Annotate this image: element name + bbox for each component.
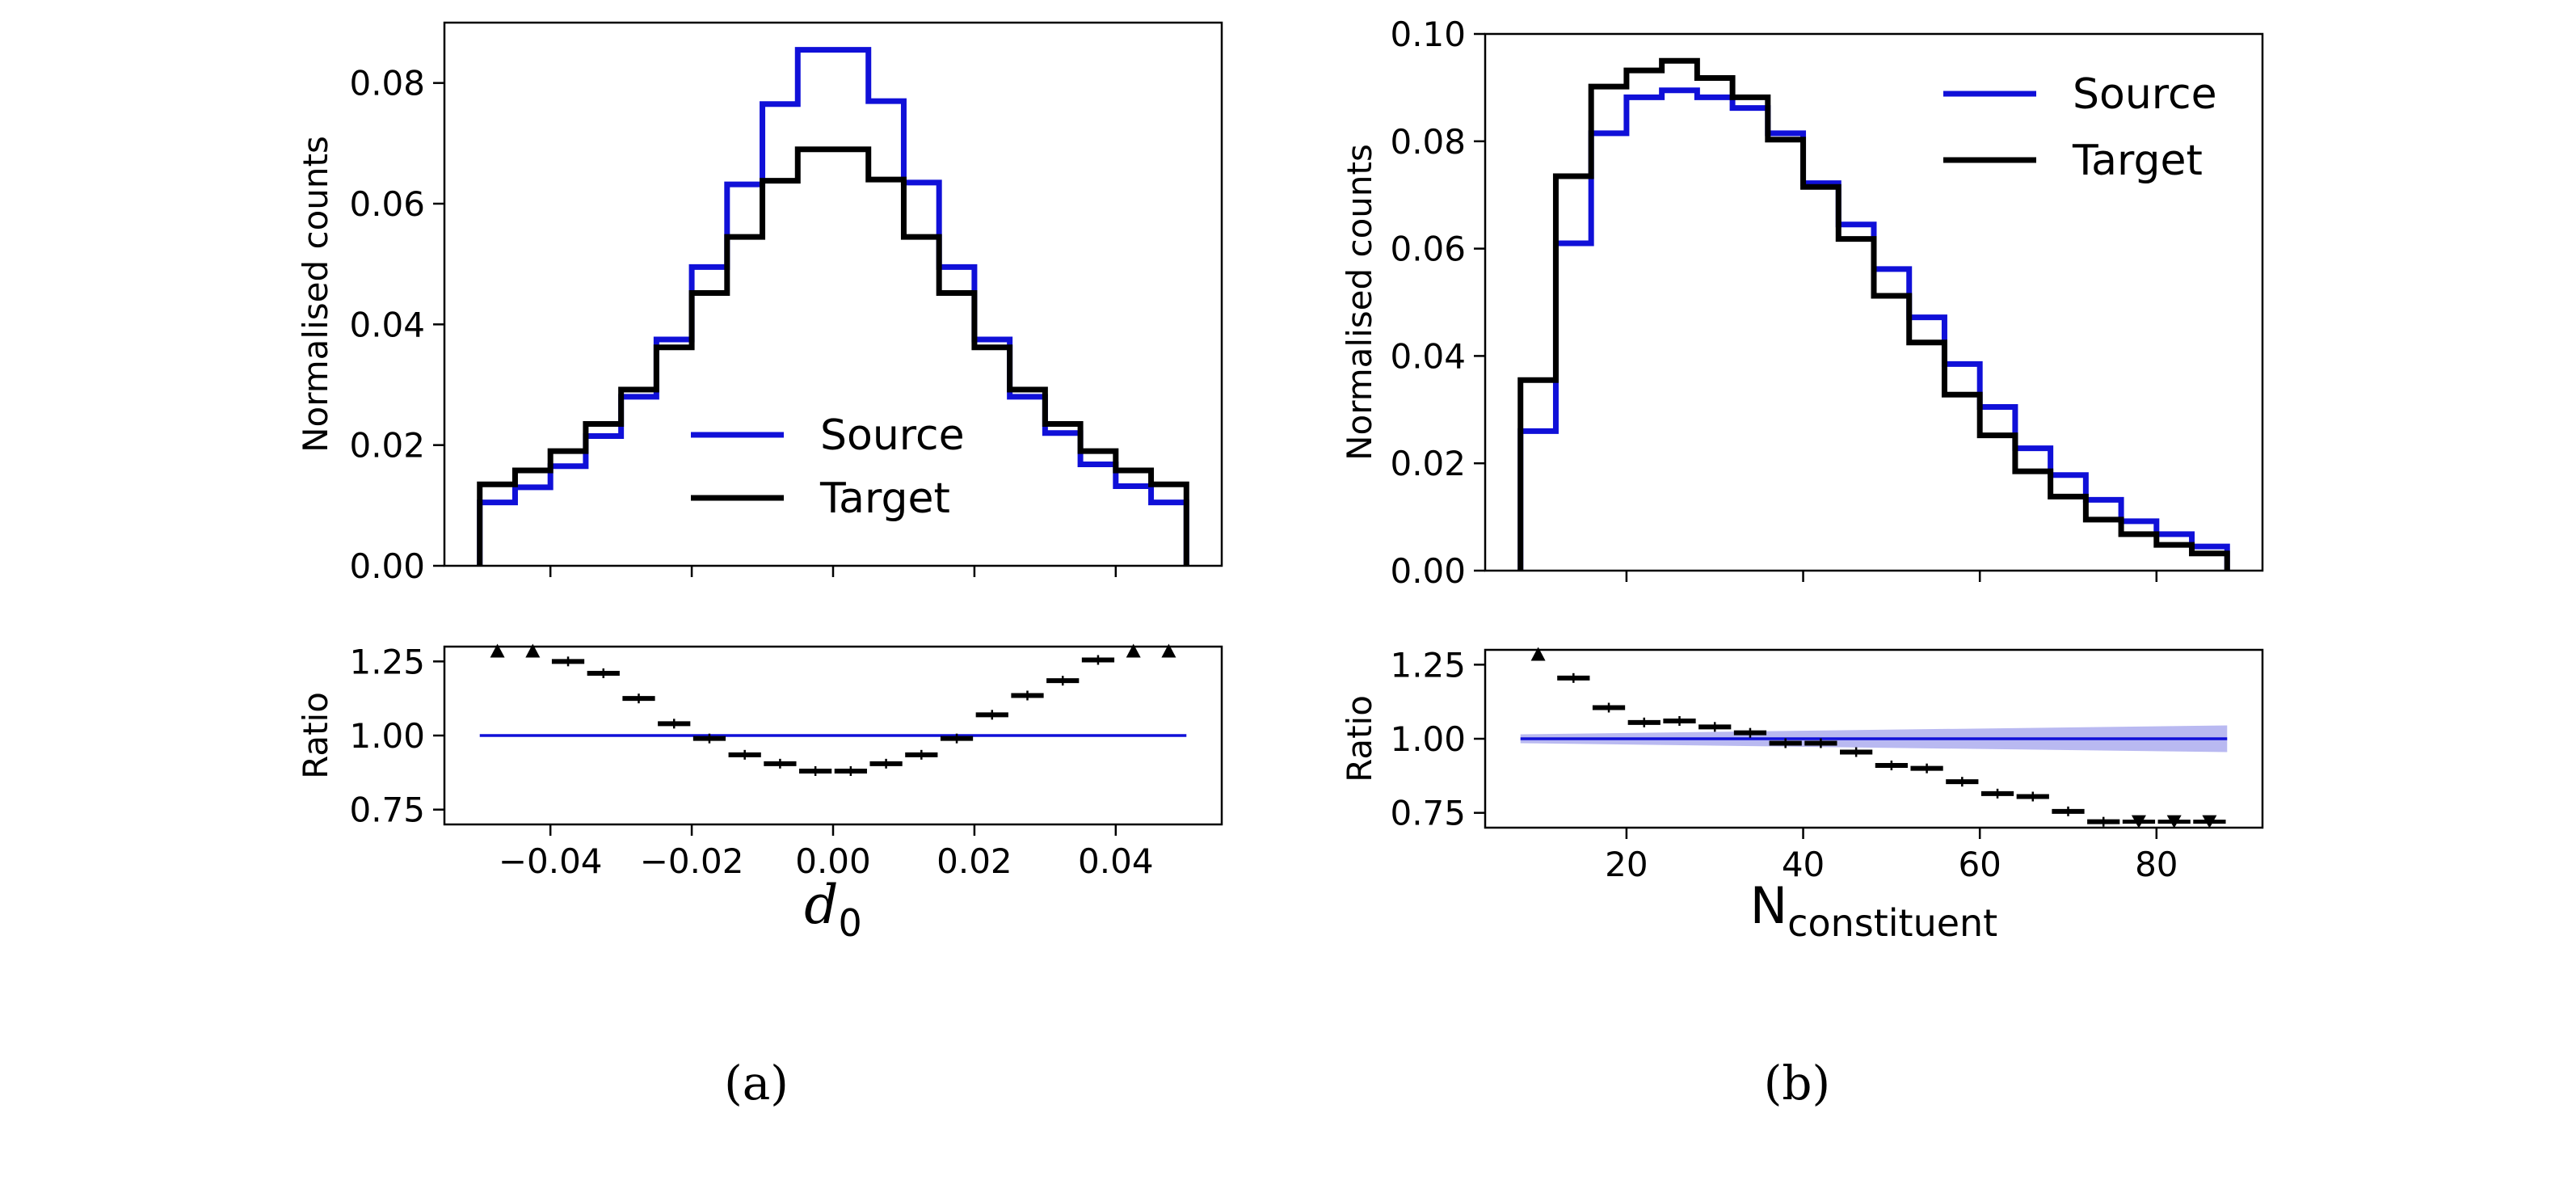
legend-label-target: Target <box>819 474 950 523</box>
x-axis-label-subscript: 0 <box>838 901 861 945</box>
ratio-overflow-up-marker <box>1530 647 1546 661</box>
legend-label-target: Target <box>2072 137 2203 185</box>
x-tick-label: 40 <box>1782 845 1825 884</box>
legend-a: Source Target <box>691 411 965 523</box>
y-tick-label: 1.25 <box>1390 645 1466 685</box>
x-tick-label: 0.00 <box>795 841 871 881</box>
figure-caption-b: (b) <box>1764 1056 1830 1111</box>
ratio-underflow-down-marker <box>2131 815 2146 828</box>
y-tick-label: 0.08 <box>1390 122 1466 162</box>
y-tick-label: 0.04 <box>1390 336 1466 376</box>
x-axis-label-subscript: constituent <box>1787 901 1997 945</box>
histogram-target-b <box>1517 57 2230 571</box>
y-tick-label: 1.00 <box>349 716 425 756</box>
y-tick-label: 0.04 <box>349 305 425 344</box>
x-axis-label-main: d <box>804 874 838 936</box>
panel-a-ratio: 0.75 1.00 1.25 −0.04 −0.02 0.00 0.02 0.04 Ratio d… <box>296 642 1223 945</box>
x-tick-label: −0.02 <box>640 841 744 881</box>
y-tick-label: 0.10 <box>1390 15 1466 54</box>
ratio-axis-label: Ratio <box>1340 695 1379 782</box>
x-axis-label: Nconstituent <box>1750 876 1997 945</box>
ratio-overflow-up-marker <box>1161 643 1176 658</box>
y-tick-label: 0.08 <box>349 64 425 103</box>
y-tick-label: 0.00 <box>349 546 425 586</box>
x-tick-label: −0.04 <box>499 841 603 881</box>
figure-caption-a: (a) <box>724 1056 789 1111</box>
y-axis-label: Normalised counts <box>1340 144 1379 461</box>
ratio-overflow-up-marker <box>1126 643 1141 658</box>
ratio-overflow-up-marker <box>490 643 505 658</box>
ratio-axis-label: Ratio <box>296 692 335 779</box>
y-axis-label: Normalised counts <box>296 136 335 453</box>
panel-b-ratio: 0.75 1.00 1.25 20 40 60 80 Ratio Nconstituent <box>1340 645 2264 945</box>
legend-b: Source Target <box>1943 70 2217 185</box>
y-tick-label: 1.25 <box>349 642 425 681</box>
x-tick-label: 0.02 <box>937 841 1012 881</box>
panel-a-main: 0.00 0.02 0.04 0.06 0.08 Normalised counts Sou… <box>296 21 1223 586</box>
axes-frame-main-b <box>1484 32 2264 572</box>
y-tick-label: 0.75 <box>349 790 425 830</box>
ratio-underflow-down-marker <box>2202 815 2217 828</box>
y-tick-label: 0.06 <box>349 184 425 224</box>
x-tick-label: 0.04 <box>1078 841 1154 881</box>
x-axis-label-main: N <box>1750 876 1787 935</box>
y-tick-label: 0.06 <box>1390 230 1466 269</box>
legend-label-source: Source <box>2073 70 2217 119</box>
ratio-overflow-up-marker <box>525 643 541 658</box>
x-tick-label: 80 <box>2135 845 2178 884</box>
x-tick-label: 20 <box>1605 845 1648 884</box>
ratio-underflow-down-marker <box>2166 815 2182 828</box>
x-axis-label: d0 <box>804 874 862 945</box>
y-tick-label: 1.00 <box>1390 719 1466 759</box>
y-tick-label: 0.02 <box>349 426 425 466</box>
histogram-target-a <box>477 146 1189 566</box>
y-tick-label: 0.02 <box>1390 444 1466 483</box>
legend-label-source: Source <box>820 411 965 460</box>
y-tick-label: 0.00 <box>1390 551 1466 591</box>
y-tick-label: 0.75 <box>1390 794 1466 833</box>
panel-b-main: 0.00 0.02 0.04 0.06 0.08 0.10 Normalised count… <box>1340 15 2264 591</box>
x-tick-label: 60 <box>1958 845 2001 884</box>
